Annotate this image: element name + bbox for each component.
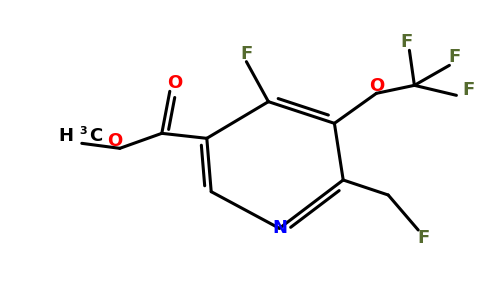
- Text: O: O: [107, 132, 122, 150]
- Text: O: O: [369, 77, 384, 95]
- Text: C: C: [89, 127, 102, 145]
- Text: F: F: [240, 45, 253, 63]
- Text: F: F: [400, 33, 412, 51]
- Text: N: N: [272, 219, 287, 237]
- Text: F: F: [417, 229, 429, 247]
- Text: 3: 3: [80, 126, 88, 136]
- Text: F: F: [462, 81, 474, 99]
- Text: O: O: [167, 74, 182, 92]
- Text: H: H: [59, 127, 74, 145]
- Text: F: F: [448, 48, 460, 66]
